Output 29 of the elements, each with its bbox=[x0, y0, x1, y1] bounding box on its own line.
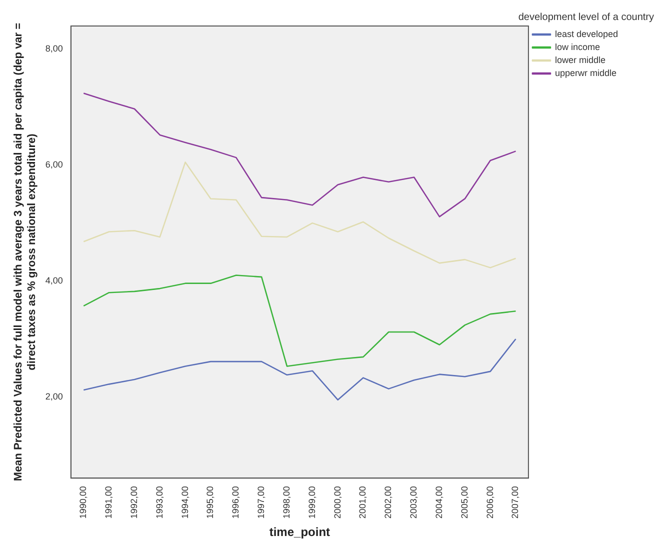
legend-label: least developed bbox=[554, 28, 618, 39]
x-tick-label: 1993,00 bbox=[154, 486, 164, 519]
x-tick-label: 2003,00 bbox=[408, 486, 419, 519]
x-tick-label: 1997,00 bbox=[256, 486, 266, 519]
x-tick-label: 1998,00 bbox=[281, 486, 292, 519]
y-axis-title: Mean Predicted Values for full model with average 3 years total aid per capita (dep var = direct taxes as % gross national expenditure) bbox=[12, 22, 38, 482]
x-tick-label: 2007,00 bbox=[510, 486, 520, 519]
x-tick-label: 2006,00 bbox=[484, 486, 495, 519]
x-tick-label: 1992,00 bbox=[128, 486, 139, 519]
y-tick-label: 4,00 bbox=[45, 275, 63, 286]
legend-label: upperwr middle bbox=[554, 68, 616, 78]
x-axis-title: time_point bbox=[269, 525, 330, 540]
x-tick-label: 2000,00 bbox=[332, 486, 342, 519]
x-tick-label: 1990,00 bbox=[78, 486, 88, 519]
legend-label: low income bbox=[554, 42, 600, 52]
x-tick-label: 1995,00 bbox=[205, 486, 216, 519]
legend-title: development level of a country bbox=[518, 12, 654, 23]
x-tick-label: 2001,00 bbox=[358, 486, 368, 519]
x-tick-label: 1991,00 bbox=[104, 486, 114, 519]
legend-label: lower middle bbox=[554, 54, 606, 65]
x-tick-label: 2005,00 bbox=[459, 486, 470, 519]
y-tick-label: 6,00 bbox=[45, 160, 63, 170]
x-tick-label: 1996,00 bbox=[230, 486, 241, 519]
x-tick-label: 2002,00 bbox=[383, 486, 394, 519]
y-tick-label: 8,00 bbox=[45, 44, 63, 54]
x-tick-label: 1994,00 bbox=[180, 486, 190, 519]
x-tick-label: 2004,00 bbox=[434, 486, 444, 519]
x-tick-label: 1999,00 bbox=[306, 486, 317, 519]
y-tick-label: 2,00 bbox=[45, 391, 63, 402]
